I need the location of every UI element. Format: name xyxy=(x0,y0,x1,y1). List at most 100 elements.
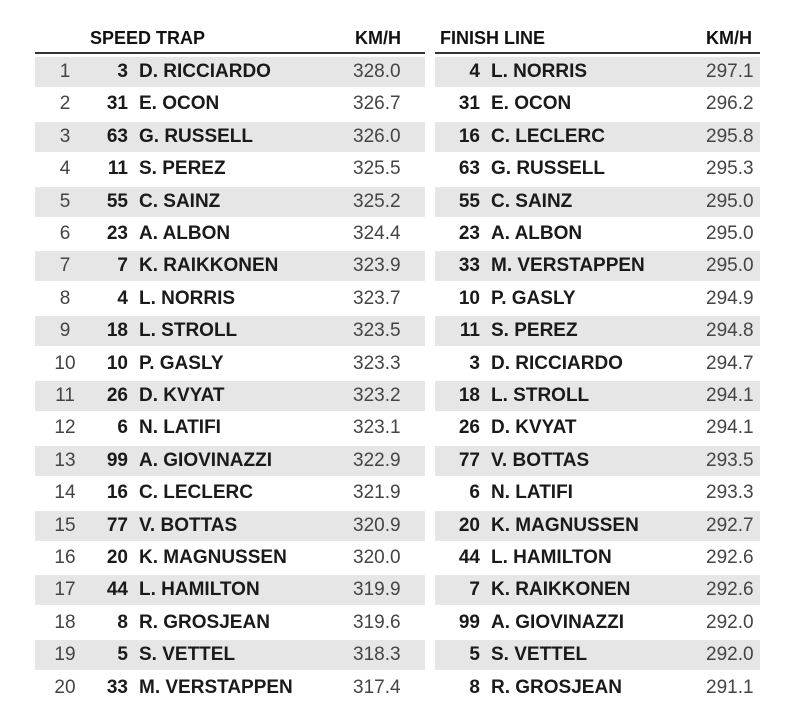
speed: 292.7 xyxy=(706,514,754,536)
car-number: 18 xyxy=(106,320,128,342)
row-stripe xyxy=(435,575,760,606)
position: 3 xyxy=(59,125,71,147)
speed: 294.8 xyxy=(706,320,754,342)
speed: 317.4 xyxy=(353,676,401,698)
speed: 318.3 xyxy=(353,644,401,666)
row-stripe xyxy=(35,121,425,152)
speed: 295.0 xyxy=(706,190,754,212)
car-number: 10 xyxy=(106,352,128,374)
speed: 295.0 xyxy=(706,255,754,277)
driver: L. STROLL xyxy=(491,385,590,406)
driver: R. GROSJEAN xyxy=(491,676,622,698)
speed: 328.0 xyxy=(353,61,401,82)
speed: 323.3 xyxy=(353,352,401,374)
car-number: 33 xyxy=(106,676,128,698)
row-stripe xyxy=(35,57,425,87)
speed: 295.0 xyxy=(706,223,754,244)
driver: E. OCON xyxy=(139,93,220,115)
driver: K. MAGNUSSEN xyxy=(139,547,287,568)
position: 12 xyxy=(54,417,76,439)
position: 9 xyxy=(59,320,71,342)
header-rule xyxy=(35,52,425,54)
car-number: 63 xyxy=(458,158,480,180)
speed: 292.0 xyxy=(706,611,754,633)
driver: C. SAINZ xyxy=(491,190,573,212)
position: 4 xyxy=(59,158,71,180)
driver: P. GASLY xyxy=(139,352,224,374)
position: 2 xyxy=(59,93,71,115)
speed: 319.9 xyxy=(353,579,401,601)
car-number: 23 xyxy=(106,223,128,244)
speed: 294.7 xyxy=(706,352,754,374)
driver: D. RICCIARDO xyxy=(491,352,623,374)
speed: 325.5 xyxy=(353,158,401,180)
position: 6 xyxy=(59,223,71,244)
car-number: 77 xyxy=(458,449,480,471)
row-stripe xyxy=(35,575,425,606)
driver: C. LECLERC xyxy=(139,482,253,504)
row-stripe xyxy=(35,316,425,347)
driver: L. HAMILTON xyxy=(139,579,260,601)
car-number: 3 xyxy=(469,352,480,374)
row-stripe xyxy=(35,381,425,411)
position: 5 xyxy=(59,190,71,212)
car-number: 18 xyxy=(458,385,480,406)
driver: M. VERSTAPPEN xyxy=(491,255,645,277)
speed: 296.2 xyxy=(706,93,754,115)
driver: N. LATIFI xyxy=(139,417,221,439)
speed: 291.1 xyxy=(706,676,754,698)
speed: 326.0 xyxy=(353,125,401,147)
driver: K. RAIKKONEN xyxy=(139,255,279,277)
car-number: 23 xyxy=(458,223,480,244)
position: 20 xyxy=(54,676,76,698)
row-stripe xyxy=(35,640,425,671)
driver: V. BOTTAS xyxy=(491,449,590,471)
car-number: 6 xyxy=(469,482,480,504)
car-number: 26 xyxy=(106,385,128,406)
driver: L. HAMILTON xyxy=(491,547,612,568)
driver: S. PEREZ xyxy=(491,320,578,342)
speed: 323.9 xyxy=(353,255,401,277)
row-stripe xyxy=(35,510,425,541)
speed: 323.7 xyxy=(353,287,401,309)
speed: 323.2 xyxy=(353,385,401,406)
driver: E. OCON xyxy=(491,93,572,115)
speed: 292.6 xyxy=(706,547,754,568)
row-stripe xyxy=(35,251,425,282)
driver: M. VERSTAPPEN xyxy=(139,676,293,698)
car-number: 8 xyxy=(117,611,128,633)
car-number: 11 xyxy=(107,158,128,180)
speed: 295.8 xyxy=(706,125,754,147)
position: 17 xyxy=(54,579,76,601)
car-number: 44 xyxy=(458,547,480,568)
position: 1 xyxy=(59,61,71,82)
speed: 294.1 xyxy=(706,417,754,439)
row-stripe xyxy=(435,316,760,347)
speed: 325.2 xyxy=(353,190,401,212)
car-number: 99 xyxy=(106,449,128,471)
speed: 319.6 xyxy=(353,611,401,633)
car-number: 4 xyxy=(117,287,128,309)
driver: D. RICCIARDO xyxy=(139,61,271,82)
driver: K. RAIKKONEN xyxy=(491,579,631,601)
car-number: 7 xyxy=(117,255,128,277)
car-number: 20 xyxy=(458,514,480,536)
speed: 294.1 xyxy=(706,385,754,406)
car-number: 26 xyxy=(458,417,480,439)
speed: 324.4 xyxy=(353,223,401,244)
position: 18 xyxy=(54,611,76,633)
car-number: 55 xyxy=(106,190,128,212)
car-number: 33 xyxy=(458,255,480,277)
car-number: 31 xyxy=(106,93,128,115)
car-number: 10 xyxy=(458,287,480,309)
car-number: 77 xyxy=(106,514,128,536)
driver: L. NORRIS xyxy=(491,61,588,82)
position: 8 xyxy=(59,287,71,309)
driver: D. KVYAT xyxy=(139,385,225,406)
position: 11 xyxy=(55,385,75,406)
row-stripe xyxy=(435,640,760,671)
driver: A. GIOVINAZZI xyxy=(491,611,624,633)
driver: A. ALBON xyxy=(491,223,583,244)
row-stripe xyxy=(435,121,760,152)
